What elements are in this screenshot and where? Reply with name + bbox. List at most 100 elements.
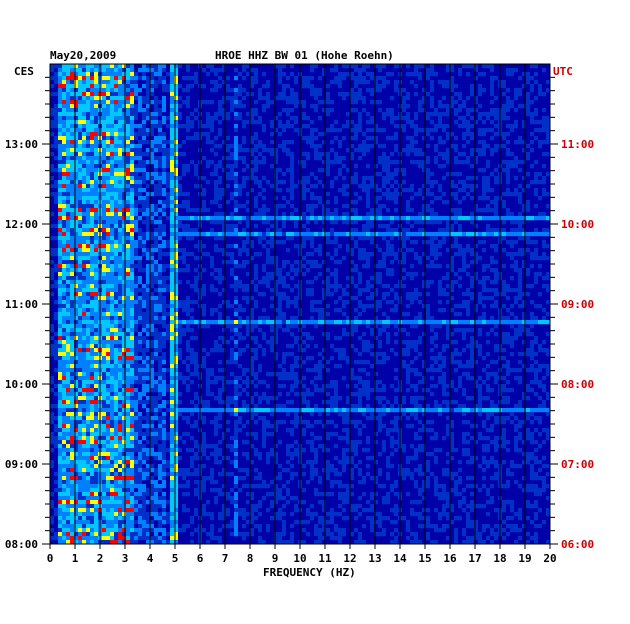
- heatmap-cell: [78, 296, 82, 301]
- heatmap-cell: [294, 320, 298, 325]
- heatmap-cell: [126, 132, 130, 137]
- heatmap-cell: [94, 172, 98, 177]
- heatmap-cell: [238, 204, 242, 209]
- heatmap-cell: [134, 336, 138, 341]
- heatmap-cell: [134, 284, 138, 289]
- heatmap-cell: [290, 140, 294, 145]
- heatmap-cell: [122, 244, 126, 249]
- heatmap-cell: [474, 156, 478, 161]
- heatmap-cell: [382, 204, 386, 209]
- heatmap-cell: [306, 156, 310, 161]
- heatmap-cell: [226, 184, 230, 189]
- heatmap-cell: [290, 192, 294, 197]
- heatmap-cell: [530, 120, 534, 125]
- heatmap-cell: [162, 308, 166, 313]
- heatmap-cell: [322, 108, 326, 113]
- heatmap-cell: [114, 280, 118, 285]
- heatmap-cell: [446, 108, 450, 113]
- heatmap-cell: [502, 84, 506, 89]
- heatmap-cell: [402, 108, 406, 113]
- heatmap-cell: [66, 168, 70, 173]
- heatmap-cell: [114, 160, 118, 165]
- heatmap-cell: [66, 220, 70, 225]
- heatmap-cell: [114, 284, 118, 289]
- heatmap-cell: [106, 96, 110, 101]
- heatmap-cell: [482, 296, 486, 301]
- heatmap-cell: [178, 248, 182, 253]
- heatmap-cell: [62, 160, 66, 165]
- heatmap-cell: [150, 88, 154, 93]
- heatmap-cell: [458, 208, 462, 213]
- heatmap-cell: [110, 208, 114, 213]
- heatmap-cell: [246, 176, 250, 181]
- heatmap-cell: [86, 132, 90, 137]
- heatmap-cell: [254, 200, 258, 205]
- heatmap-cell: [78, 324, 82, 329]
- heatmap-cell: [546, 272, 550, 277]
- heatmap-cell: [274, 208, 278, 213]
- heatmap-cell: [174, 128, 178, 133]
- heatmap-cell: [118, 116, 122, 121]
- heatmap-cell: [126, 224, 130, 229]
- heatmap-cell: [382, 144, 386, 149]
- heatmap-cell: [154, 136, 158, 141]
- heatmap-cell: [330, 216, 334, 221]
- heatmap-cell: [134, 300, 138, 305]
- heatmap-cell: [338, 92, 342, 97]
- heatmap-cell: [126, 72, 130, 77]
- heatmap-cell: [370, 120, 374, 125]
- heatmap-cell: [530, 232, 534, 237]
- heatmap-cell: [274, 212, 278, 217]
- heatmap-cell: [94, 88, 98, 93]
- heatmap-cell: [330, 80, 334, 85]
- heatmap-cell: [470, 164, 474, 169]
- heatmap-cell: [338, 140, 342, 145]
- heatmap-cell: [254, 288, 258, 293]
- heatmap-cell: [234, 332, 238, 337]
- heatmap-cell: [418, 108, 422, 113]
- heatmap-cell: [294, 304, 298, 309]
- heatmap-cell: [66, 64, 70, 69]
- heatmap-cell: [58, 352, 62, 357]
- heatmap-cell: [174, 228, 178, 233]
- heatmap-cell: [154, 260, 158, 265]
- heatmap-cell: [54, 312, 58, 317]
- heatmap-cell: [118, 256, 122, 261]
- heatmap-cell: [378, 144, 382, 149]
- heatmap-cell: [514, 260, 518, 265]
- heatmap-cell: [534, 232, 538, 237]
- heatmap-cell: [458, 152, 462, 157]
- heatmap-cell: [366, 188, 370, 193]
- heatmap-cell: [234, 144, 238, 149]
- heatmap-cell: [434, 216, 438, 221]
- heatmap-cell: [134, 320, 138, 325]
- heatmap-cell: [158, 184, 162, 189]
- heatmap-cell: [514, 220, 518, 225]
- heatmap-cell: [350, 228, 354, 233]
- heatmap-cell: [158, 112, 162, 117]
- heatmap-cell: [278, 312, 282, 317]
- heatmap-cell: [114, 208, 118, 213]
- heatmap-cell: [86, 144, 90, 149]
- heatmap-cell: [330, 184, 334, 189]
- heatmap-cell: [262, 212, 266, 217]
- heatmap-cell: [50, 252, 54, 257]
- heatmap-cell: [366, 320, 370, 325]
- heatmap-cell: [82, 332, 86, 337]
- heatmap-cell: [418, 128, 422, 133]
- heatmap-cell: [538, 180, 542, 185]
- heatmap-cell: [446, 148, 450, 153]
- heatmap-cell: [354, 132, 358, 137]
- heatmap-cell: [390, 184, 394, 189]
- heatmap-cell: [542, 92, 546, 97]
- heatmap-cell: [174, 204, 178, 209]
- heatmap-cell: [242, 88, 246, 93]
- heatmap-cell: [290, 324, 294, 329]
- heatmap-cell: [182, 88, 186, 93]
- heatmap-cell: [438, 100, 442, 105]
- heatmap-cell: [210, 100, 214, 105]
- heatmap-cell: [354, 96, 358, 101]
- heatmap-cell: [450, 208, 454, 213]
- heatmap-cell: [194, 172, 198, 177]
- heatmap-cell: [150, 324, 154, 329]
